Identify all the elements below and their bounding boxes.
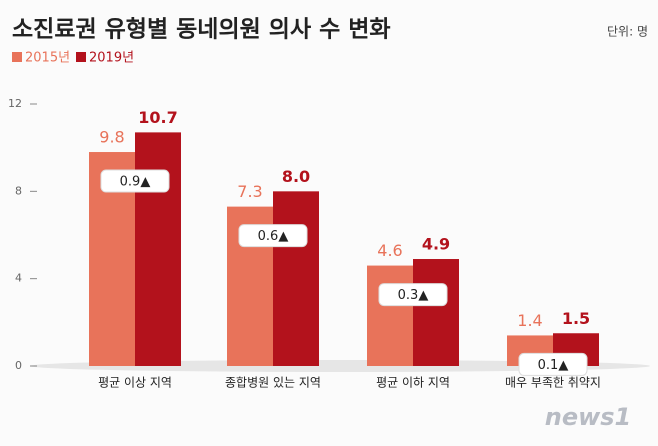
annotation: 0.6▲ bbox=[258, 229, 289, 244]
annotation-box bbox=[378, 283, 448, 307]
annotation-box bbox=[238, 224, 308, 248]
annotation: 0.3▲ bbox=[398, 288, 429, 303]
chart-title: 소진료권 유형별 동네의원 의사 수 변화 bbox=[12, 17, 391, 43]
floor-shadow bbox=[30, 360, 650, 372]
bar bbox=[413, 259, 459, 366]
bar bbox=[367, 265, 413, 366]
x-tick-label: 평균 이하 지역 bbox=[376, 376, 450, 390]
bar bbox=[273, 191, 319, 366]
unit-label: 단위: 명 bbox=[607, 25, 648, 39]
y-tick-label: 0 bbox=[15, 359, 22, 372]
legend-swatch bbox=[76, 52, 86, 62]
x-tick-label: 평균 이상 지역 bbox=[98, 376, 172, 390]
data-label: 9.8 bbox=[99, 128, 124, 147]
logo: news1 bbox=[545, 403, 632, 431]
annotation-box bbox=[100, 169, 170, 193]
data-label: 4.9 bbox=[422, 235, 450, 254]
legend-label: 2015년 bbox=[25, 51, 70, 66]
data-label: 1.4 bbox=[517, 311, 542, 330]
y-tick-label: 12 bbox=[8, 97, 22, 110]
annotation: 0.9▲ bbox=[120, 175, 151, 190]
annotation: 0.1▲ bbox=[538, 358, 569, 373]
data-label: 8.0 bbox=[282, 167, 310, 186]
y-tick-label: 4 bbox=[15, 272, 22, 285]
data-label: 10.7 bbox=[138, 108, 177, 127]
x-tick-label: 종합병원 있는 지역 bbox=[225, 376, 321, 390]
legend-swatch bbox=[12, 52, 22, 62]
data-label: 4.6 bbox=[377, 241, 402, 260]
annotation-box bbox=[518, 352, 588, 376]
data-label: 7.3 bbox=[237, 182, 262, 201]
y-tick-label: 8 bbox=[15, 184, 22, 197]
legend-label: 2019년 bbox=[89, 51, 134, 66]
x-tick-label: 매우 부족한 취약지 bbox=[505, 375, 601, 390]
bar bbox=[135, 132, 181, 366]
data-label: 1.5 bbox=[562, 309, 590, 328]
